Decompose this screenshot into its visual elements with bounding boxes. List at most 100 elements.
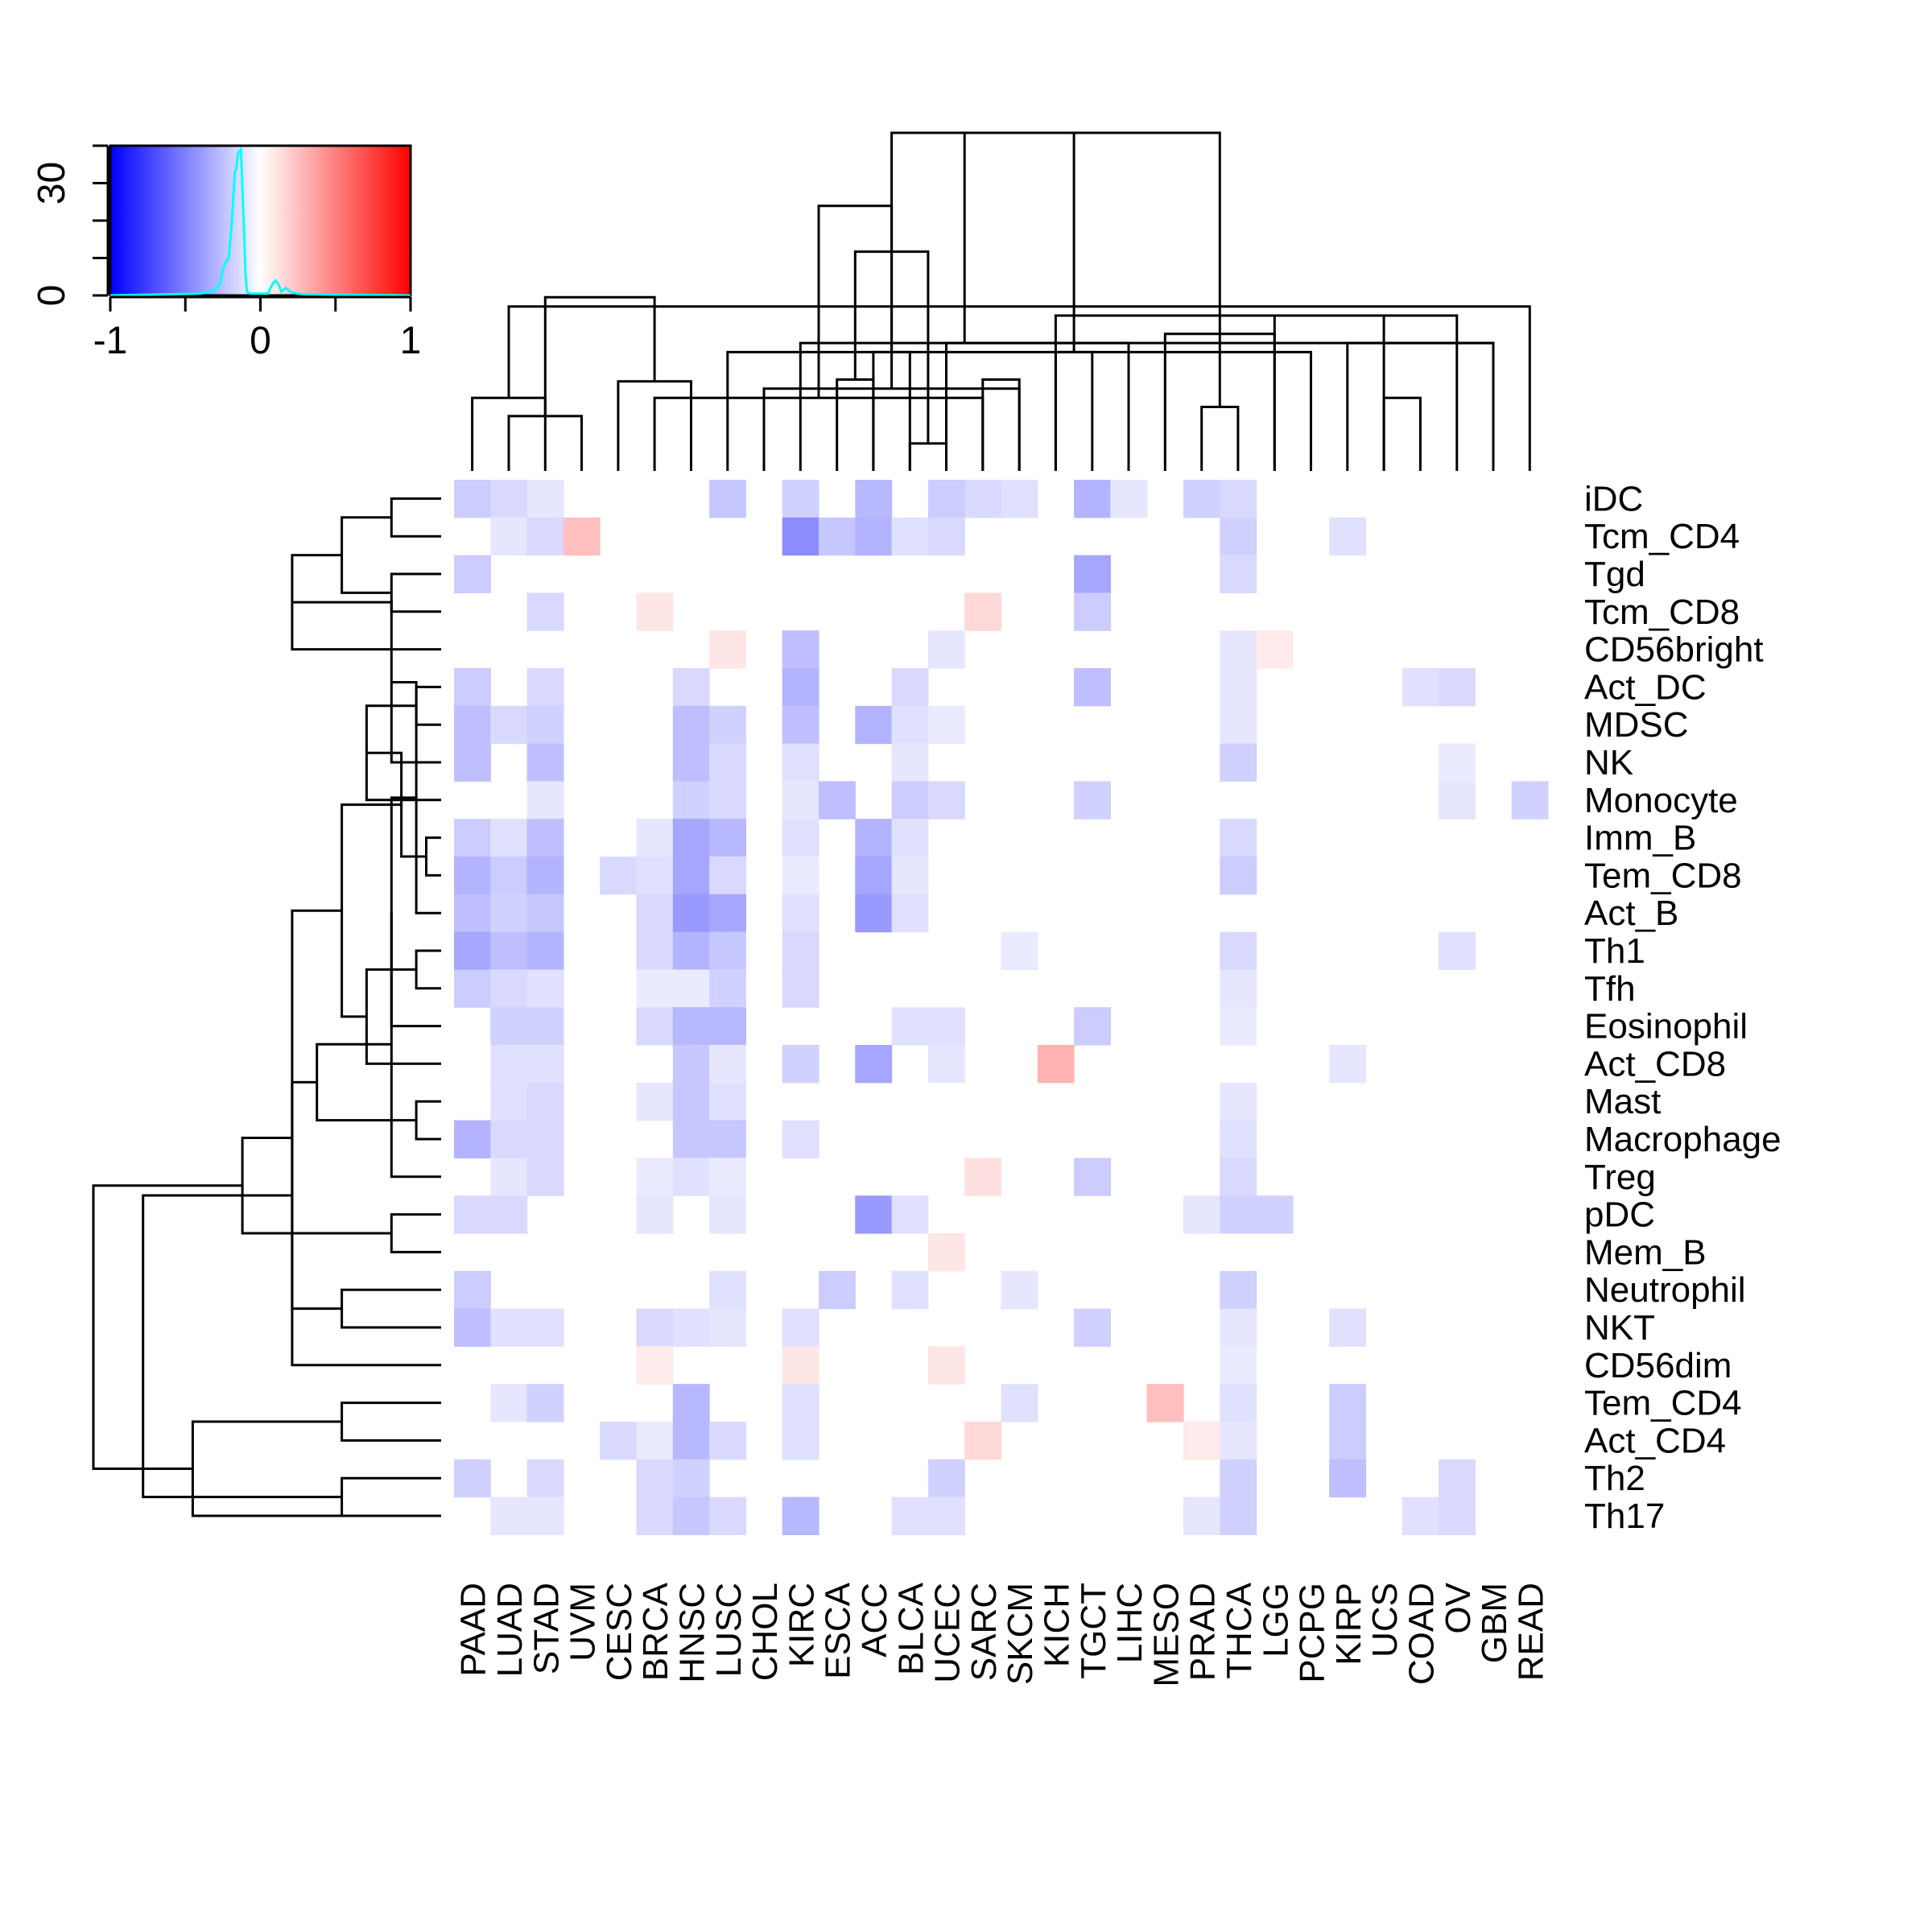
heatmap-cell (855, 1045, 893, 1084)
heatmap-cell (672, 668, 710, 707)
heatmap-cell (636, 1158, 674, 1196)
dendrogram-branch (365, 968, 441, 1065)
heatmap-cell (454, 894, 491, 933)
heatmap-cell (636, 969, 674, 1008)
heatmap-cell (1329, 1384, 1367, 1422)
heatmap-cell (1074, 592, 1111, 631)
heatmap-cell (526, 743, 564, 782)
heatmap-cell (855, 705, 893, 745)
heatmap-cell (709, 1270, 746, 1310)
heatmap-cell (1439, 781, 1476, 819)
column-label: HNSC (673, 1583, 712, 1683)
dendrogram-branch (1273, 314, 1385, 471)
heatmap-cell (526, 1120, 564, 1158)
heatmap-cell (782, 781, 819, 819)
heatmap-cell (490, 857, 528, 895)
dendrogram-branch (241, 1137, 392, 1235)
dendrogram-branch (799, 341, 1130, 471)
heatmap-cell (490, 1158, 528, 1196)
row-label: iDC (1584, 479, 1643, 518)
column-label: THCA (1220, 1582, 1259, 1678)
heatmap-cell (855, 480, 893, 518)
heatmap-cell (1439, 1496, 1476, 1535)
heatmap-cell (526, 1158, 564, 1196)
color-key-x-tick-label: 1 (400, 320, 422, 362)
heatmap-cell (709, 857, 746, 895)
heatmap-cell (600, 1422, 638, 1460)
row-label: Monocyte (1584, 781, 1738, 820)
heatmap-cell (490, 1007, 528, 1046)
heatmap-cell (636, 931, 674, 970)
heatmap-cell (454, 705, 491, 745)
row-label: Tem_CD8 (1584, 856, 1742, 895)
dendrogram-branch (390, 572, 441, 613)
heatmap-cell (1220, 1496, 1257, 1535)
dendrogram-branch (92, 1184, 243, 1470)
color-key-gradient (109, 144, 412, 297)
heatmap-cell (636, 819, 674, 857)
heatmap-cell (1183, 480, 1220, 518)
heatmap-cell (1110, 480, 1148, 518)
heatmap-cell (563, 517, 601, 556)
column-label: READ (1511, 1583, 1550, 1681)
row-label: Tem_CD4 (1584, 1384, 1742, 1423)
heatmap-cell (672, 894, 710, 933)
heatmap-cell (709, 1308, 746, 1347)
column-label: SARC (964, 1583, 1004, 1681)
heatmap-cell (1329, 1459, 1367, 1498)
dendrogram-branch (142, 1194, 342, 1499)
heatmap-cell (1074, 1308, 1111, 1347)
heatmap-cell (672, 969, 710, 1008)
heatmap-cell (636, 1459, 674, 1498)
row-label: CD56dim (1584, 1346, 1732, 1385)
column-label: TGCT (1074, 1583, 1113, 1679)
row-label: Mem_B (1584, 1232, 1707, 1272)
heatmap-cell (709, 1195, 746, 1234)
heatmap-cell (1146, 1384, 1184, 1422)
heatmap-cell (927, 1233, 965, 1272)
heatmap-cell (672, 1082, 710, 1121)
dendrogram-branch (981, 378, 1021, 471)
heatmap-cell (454, 668, 491, 707)
heatmap-cell (490, 931, 528, 970)
row-label: Th17 (1584, 1496, 1665, 1536)
row-label: Th2 (1584, 1459, 1645, 1498)
color-key: -1 0 1 0 30 (31, 144, 422, 362)
heatmap-cell (490, 819, 528, 857)
heatmap-cell (819, 517, 856, 556)
column-label: BRCA (636, 1582, 675, 1681)
heatmap-cell (709, 931, 746, 970)
heatmap-cell (526, 1045, 564, 1084)
heatmap-cell (490, 1496, 528, 1535)
heatmap-cell (490, 969, 528, 1008)
dendrogram-branch (762, 387, 1021, 471)
column-dendrogram (471, 131, 1531, 471)
heatmap-cell (454, 1120, 491, 1158)
heatmap-cell (490, 705, 528, 745)
heatmap-cell (490, 1195, 528, 1234)
heatmap-cell (1220, 1270, 1257, 1310)
heatmap-cell (855, 1195, 893, 1234)
column-label: KICH (1037, 1583, 1076, 1667)
heatmap-cell (526, 819, 564, 857)
heatmap-cell (1220, 555, 1257, 593)
heatmap-cell (1074, 781, 1111, 819)
heatmap-cell (1329, 1308, 1367, 1347)
heatmap-cell (1220, 1308, 1257, 1347)
heatmap-cell (1220, 517, 1257, 556)
dendrogram-branch (963, 131, 1075, 353)
heatmap-cell (782, 743, 819, 782)
heatmap-cell (927, 480, 965, 518)
column-label: SKCM (1001, 1583, 1040, 1685)
column-label: LGG (1256, 1583, 1295, 1657)
heatmap-cell (526, 969, 564, 1008)
heatmap-cell (1439, 1459, 1476, 1498)
heatmap-cell (672, 1384, 710, 1422)
heatmap-cell (1220, 819, 1257, 857)
heatmap-cell (927, 1496, 965, 1535)
row-label: Act_CD8 (1584, 1044, 1726, 1084)
row-label: NK (1584, 743, 1633, 782)
heatmap-cell (964, 1422, 1002, 1460)
heatmap-cell (490, 1045, 528, 1084)
row-label: Eosinophil (1584, 1007, 1748, 1046)
